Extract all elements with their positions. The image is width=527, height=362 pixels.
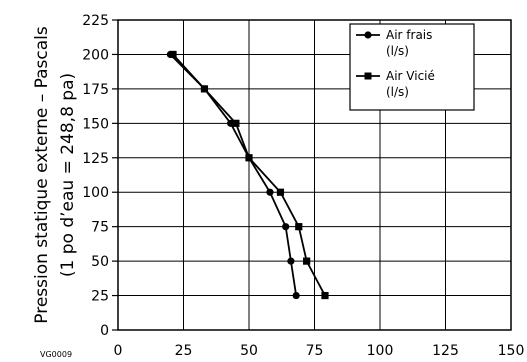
- y-axis-label-line2: (1 po d’eau = 248,8 pa): [58, 73, 78, 277]
- y-tick-labels: 0 25 50 75 100 125 150 175 200 225: [82, 13, 118, 339]
- y-tick-label: 25: [91, 289, 109, 305]
- x-tick-label: 150: [498, 343, 525, 359]
- legend: Air frais (l/s) Air Vicié (l/s): [349, 23, 475, 111]
- x-tick-label: 100: [367, 343, 394, 359]
- legend-label-air-vicie: Air Vicié: [386, 69, 435, 83]
- data-point-circle: [292, 291, 300, 300]
- y-tick-label: 150: [82, 116, 109, 132]
- y-tick-label: 50: [91, 254, 109, 270]
- y-tick-label: 225: [82, 13, 109, 29]
- y-tick-label: 175: [82, 82, 109, 98]
- data-point-square: [232, 119, 240, 127]
- legend-marker-air-vicie: [364, 72, 372, 80]
- y-tick-label: 0: [100, 323, 109, 339]
- data-point-square: [245, 154, 253, 162]
- x-tick-label: 25: [175, 343, 193, 359]
- data-point-square: [200, 85, 209, 93]
- figure-code: VG0009: [40, 350, 72, 359]
- series-group: [166, 50, 329, 300]
- legend-label-air-frais: Air frais: [386, 28, 432, 42]
- legend-marker-air-frais: [364, 31, 372, 39]
- legend-unit-air-frais: (l/s): [386, 44, 409, 58]
- y-tick-label: 125: [82, 151, 109, 167]
- y-tick-label: 100: [82, 185, 109, 201]
- y-tick-label: 200: [82, 47, 109, 63]
- plot-frame: [117, 19, 512, 331]
- legend-box: [349, 23, 475, 111]
- legend-unit-air-vicie: (l/s): [386, 85, 409, 99]
- x-tick-labels: 0 25 50 75 100 125 150: [114, 343, 525, 359]
- x-tick-label: 50: [240, 343, 258, 359]
- data-point-square: [295, 223, 303, 231]
- x-tick-label: 125: [432, 343, 459, 359]
- series-line-1: [172, 53, 326, 296]
- x-tick-label: 75: [306, 343, 324, 359]
- data-point-circle: [282, 223, 290, 231]
- data-point-square: [276, 188, 285, 196]
- x-tick-label: 0: [114, 343, 123, 359]
- data-point-square: [169, 50, 177, 59]
- data-point-square: [321, 291, 329, 300]
- data-point-circle: [287, 257, 295, 265]
- data-point-circle: [266, 188, 274, 196]
- y-tick-label: 75: [91, 220, 109, 236]
- data-point-square: [303, 257, 311, 265]
- y-axis-label-line1: Pression statique externe – Pascals: [32, 26, 52, 324]
- series-line-0: [169, 53, 298, 296]
